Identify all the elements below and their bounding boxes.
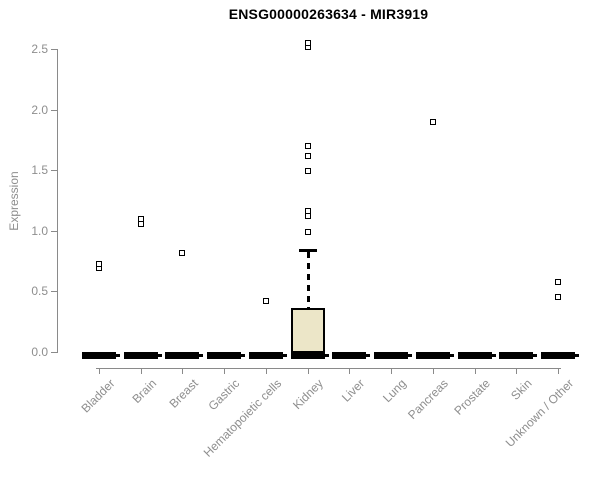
outlier-point [96, 260, 102, 267]
x-axis-tick [265, 368, 267, 374]
zero-bar-notch [241, 354, 246, 357]
x-category-label: Gastric [205, 376, 243, 414]
median-zero-bar [248, 352, 283, 359]
y-axis-tick [51, 170, 57, 172]
x-category-label: Liver [339, 376, 368, 405]
x-category-label: Brain [129, 376, 159, 407]
x-axis-tick [432, 368, 434, 374]
outlier-point [555, 278, 562, 285]
zero-bar-notch [157, 354, 162, 357]
zero-bar-notch [324, 354, 329, 357]
outlier-point [179, 249, 186, 256]
y-axis-tick [51, 230, 57, 232]
outlier-point [429, 118, 436, 125]
outlier-point [304, 168, 311, 175]
y-tick-label: 2.5 [31, 42, 48, 56]
outlier-point [304, 208, 311, 215]
zero-bar-notch [533, 354, 538, 357]
median-zero-bar [457, 352, 492, 359]
zero-bar-notch [575, 354, 580, 357]
y-axis-tick [51, 291, 57, 293]
median-zero-bar [82, 352, 116, 359]
outlier-point [304, 152, 311, 159]
x-axis-tick [307, 368, 309, 374]
whisker-cap [298, 248, 317, 252]
y-axis-tick [51, 352, 57, 353]
zero-bar-notch [449, 354, 454, 357]
median-zero-bar [374, 352, 409, 359]
y-axis-line [57, 49, 58, 353]
zero-bar-notch [116, 354, 120, 357]
y-tick-label: 0.0 [31, 345, 48, 359]
zero-bar-notch [491, 354, 496, 357]
y-axis-tick [51, 109, 57, 111]
x-category-label: Lung [380, 376, 410, 406]
boxplot-box [290, 308, 325, 353]
median-zero-bar [415, 352, 450, 359]
x-category-label: Pancreas [405, 376, 452, 423]
x-axis-tick [391, 368, 393, 374]
median-zero-bar [290, 352, 325, 359]
chart-title: ENSG00000263634 - MIR3919 [228, 6, 429, 22]
outlier-point [304, 229, 311, 235]
outlier-point [304, 142, 311, 149]
median-zero-bar [123, 352, 158, 359]
x-axis-tick [474, 368, 476, 374]
whisker-line [306, 251, 310, 309]
x-category-label: Skin [508, 376, 535, 403]
y-axis-label: Expression [7, 171, 21, 231]
median-zero-bar [499, 352, 534, 359]
y-tick-label: 0.5 [31, 284, 48, 299]
median-zero-bar [541, 352, 576, 359]
zero-bar-notch [366, 354, 371, 357]
zero-bar-notch [408, 354, 413, 357]
x-category-label: Kidney [289, 376, 326, 413]
x-axis-tick [558, 368, 560, 374]
median-zero-bar [165, 352, 200, 359]
median-zero-bar [332, 352, 367, 359]
x-axis-tick [516, 368, 518, 374]
x-axis-tick [349, 368, 351, 374]
y-tick-label: 2.0 [31, 102, 48, 117]
median-zero-bar [207, 352, 242, 359]
x-category-label: Hematopoietic cells [200, 376, 285, 460]
y-axis-tick [51, 49, 57, 50]
outlier-point [262, 298, 269, 305]
x-category-label: Breast [166, 376, 201, 411]
x-category-label: Bladder [78, 376, 118, 416]
x-axis-tick [224, 368, 226, 374]
y-tick-label: 1.5 [31, 163, 48, 178]
x-axis-tick [99, 368, 100, 374]
y-tick-label: 1.0 [31, 223, 48, 238]
x-axis-tick [182, 368, 184, 374]
zero-bar-notch [282, 354, 287, 357]
zero-bar-notch [199, 354, 204, 357]
outlier-point [304, 39, 311, 46]
x-axis-line [96, 368, 562, 369]
x-category-label: Prostate [451, 376, 493, 418]
outlier-point [137, 215, 144, 222]
outlier-point [555, 294, 562, 301]
x-axis-tick [140, 368, 142, 374]
